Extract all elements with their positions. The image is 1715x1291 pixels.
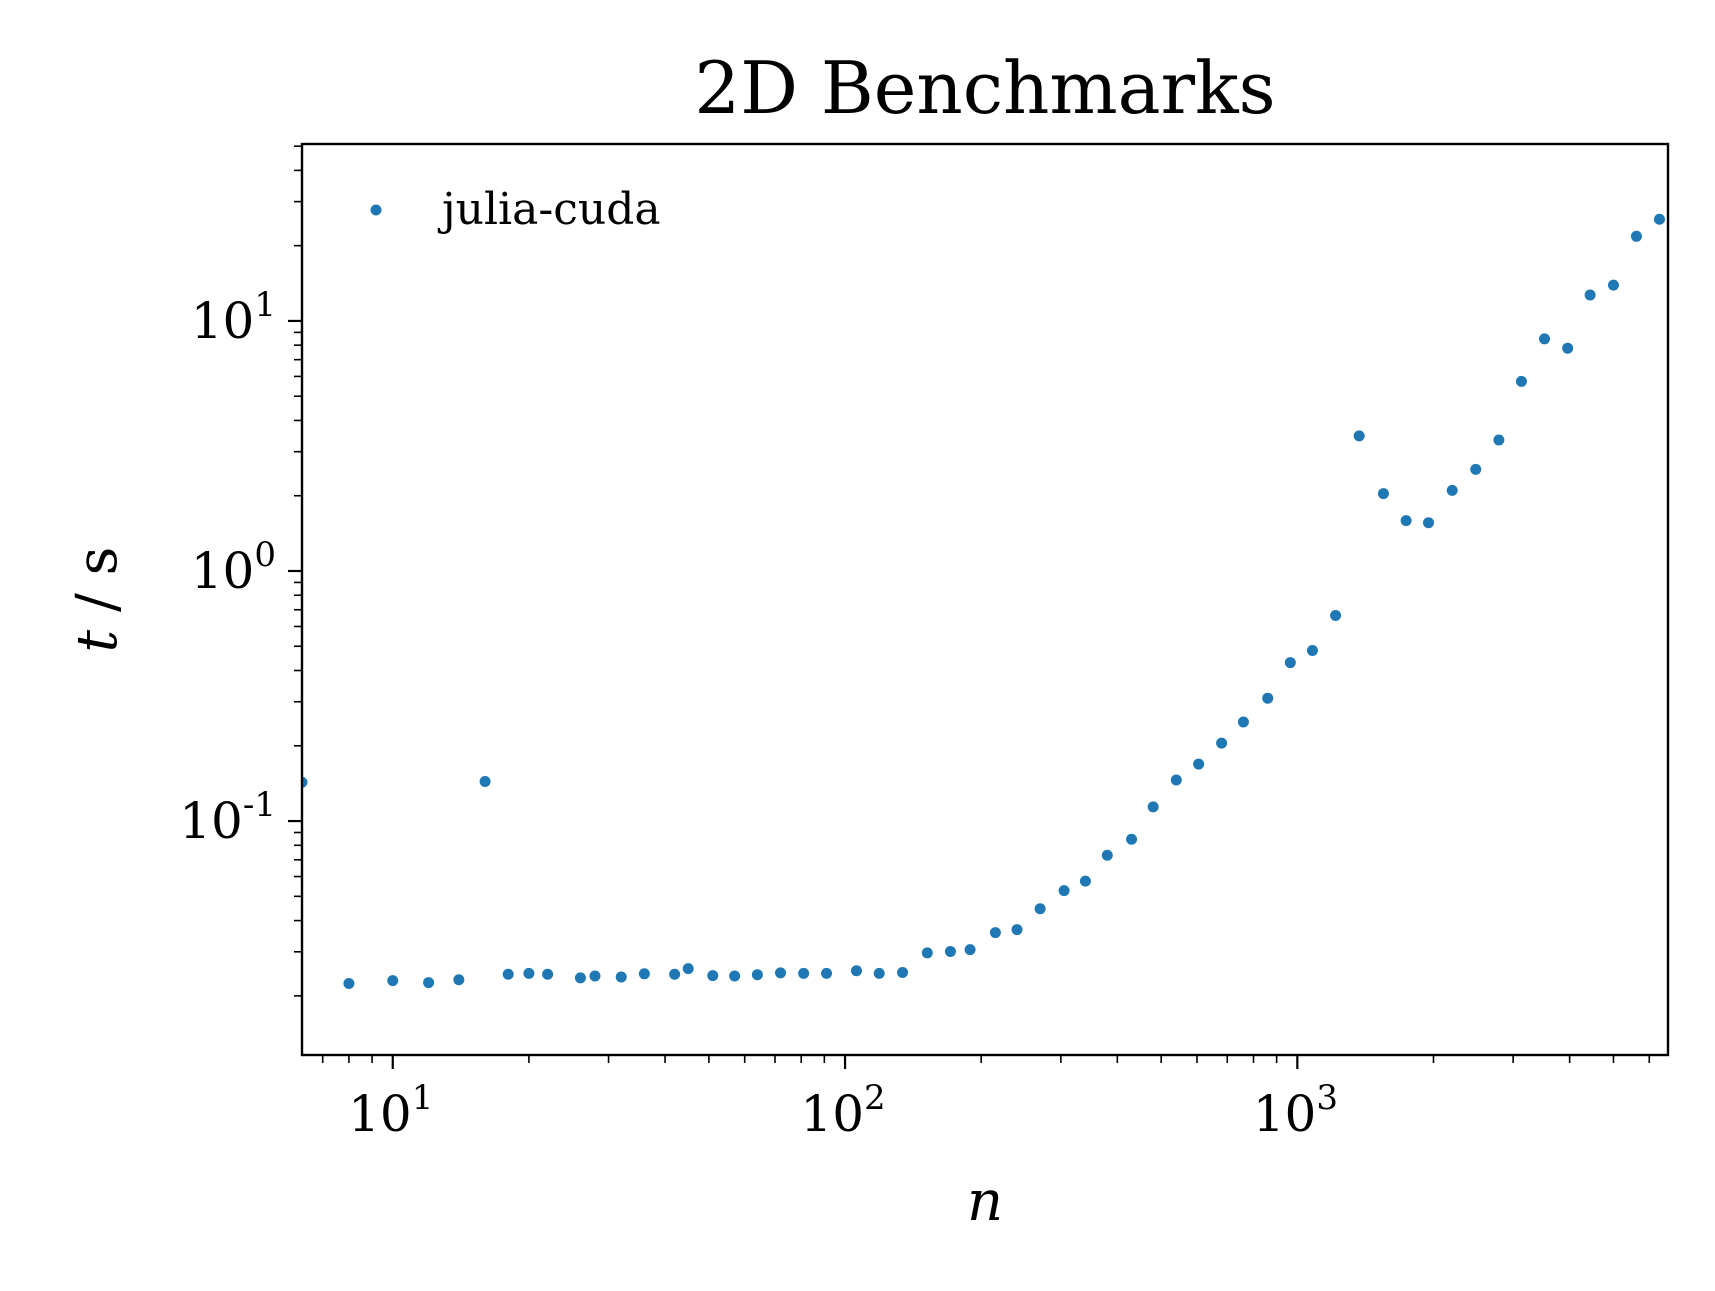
data-point [669, 968, 681, 980]
data-point [638, 968, 650, 980]
data-point [423, 977, 435, 989]
data-point [1377, 488, 1389, 500]
data-point [775, 967, 787, 979]
y-tick-base: 10 [179, 792, 243, 850]
x-axis-label: n [967, 1169, 1003, 1234]
data-point [1262, 692, 1274, 704]
y-tick-exponent: -1 [243, 785, 276, 825]
y-tick-exponent: 0 [254, 535, 276, 575]
y-axis-label-variable: t [65, 629, 130, 652]
data-point [1101, 849, 1113, 861]
x-axis: 101 102 103 [321, 1055, 1651, 1143]
y-tick-label: 100 [191, 535, 276, 600]
y-tick-base: 10 [191, 542, 255, 600]
x-tick-exponent: 1 [412, 1078, 434, 1118]
data-point [921, 947, 933, 959]
data-point [821, 967, 833, 979]
y-tick-base: 10 [191, 292, 255, 350]
x-tick-label: 101 [348, 1078, 433, 1143]
data-point [707, 970, 719, 982]
data-point [1353, 430, 1365, 442]
data-point [751, 969, 763, 981]
legend-label: julia-cuda [437, 184, 661, 235]
data-point [1058, 885, 1070, 897]
data-point [1470, 463, 1482, 475]
y-tick-label: 10-1 [179, 785, 276, 850]
data-point [1539, 333, 1551, 345]
data-point [1011, 924, 1023, 936]
data-point [1562, 342, 1574, 354]
data-point [1034, 903, 1046, 915]
x-tick-base: 10 [1253, 1085, 1317, 1143]
data-point [1584, 289, 1596, 301]
legend: julia-cuda [370, 184, 661, 235]
data-point [1079, 875, 1091, 887]
data-point [1237, 716, 1249, 728]
data-point [1515, 375, 1527, 387]
data-point [574, 972, 586, 984]
legend-marker [370, 204, 382, 216]
data-point [682, 963, 694, 975]
data-point [615, 971, 627, 983]
y-axis-label-unit: s [65, 547, 130, 576]
data-point [944, 945, 956, 957]
data-point [1216, 737, 1228, 749]
data-point [1170, 774, 1182, 786]
data-point [1284, 657, 1296, 669]
data-point [589, 970, 601, 982]
data-points [302, 213, 1665, 990]
data-point [1126, 833, 1138, 845]
plot-area [300, 142, 1670, 1057]
y-tick-exponent: 1 [254, 285, 276, 325]
data-point [502, 968, 514, 980]
data-point [1400, 515, 1412, 527]
data-point [873, 967, 885, 979]
y-axis-label: t / s [65, 547, 130, 653]
data-point [1653, 213, 1665, 225]
data-point [343, 978, 355, 990]
data-point [850, 965, 862, 977]
data-point [1423, 517, 1435, 529]
x-tick-label: 103 [1253, 1078, 1338, 1143]
data-point [479, 775, 491, 787]
data-point [387, 975, 399, 987]
data-point [1607, 279, 1619, 291]
data-point [542, 968, 554, 980]
x-tick-exponent: 2 [864, 1078, 886, 1118]
x-tick-label: 102 [800, 1078, 885, 1143]
chart-title: 2D Benchmarks [694, 46, 1275, 130]
data-point [989, 927, 1001, 939]
data-point [1147, 801, 1159, 813]
y-tick-label: 101 [191, 285, 276, 350]
data-point [302, 776, 308, 788]
data-point [1493, 434, 1505, 446]
data-point [897, 966, 909, 978]
data-point [964, 944, 976, 956]
x-tick-base: 10 [800, 1085, 864, 1143]
y-axis-label-separator: / [65, 593, 130, 612]
data-point [1330, 609, 1342, 621]
data-point [453, 974, 465, 986]
data-point [798, 967, 810, 979]
x-tick-exponent: 3 [1316, 1078, 1338, 1118]
data-point [729, 970, 741, 982]
data-point [1306, 644, 1318, 656]
data-point [1193, 758, 1205, 770]
axes-frame [300, 142, 1670, 1057]
x-tick-base: 10 [348, 1085, 412, 1143]
data-point [1446, 484, 1458, 496]
data-point [1630, 230, 1642, 242]
data-point [523, 967, 535, 979]
